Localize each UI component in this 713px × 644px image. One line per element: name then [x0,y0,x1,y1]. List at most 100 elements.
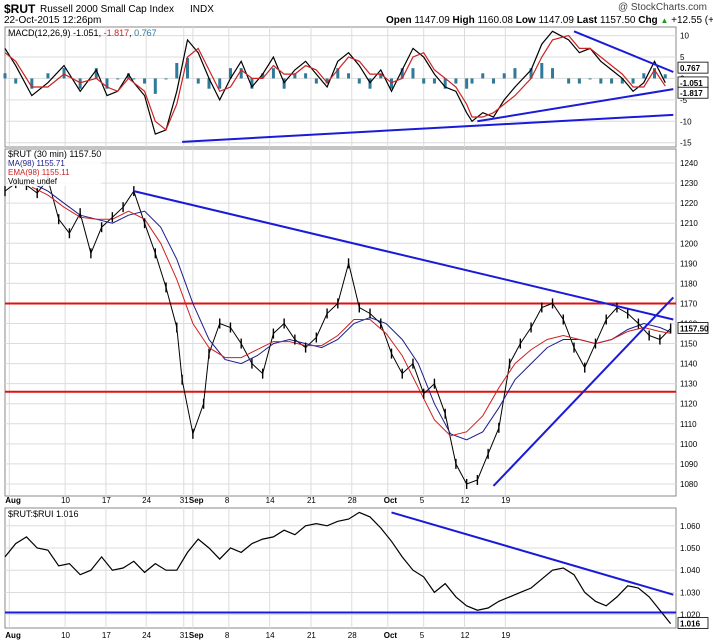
quote-line: Open 1147.09 High 1160.08 Low 1147.09 La… [386,15,713,26]
macd-histogram-bar [116,78,120,80]
macd-histogram-bar [126,73,130,79]
macd-histogram-bar [411,68,415,79]
macd-histogram-bar [588,78,592,80]
low-value: 1147.09 [538,15,574,26]
macd-value-box [677,61,709,74]
macd-histogram-bar [164,78,168,80]
macd-series-macd [4,30,666,135]
price-trendline [492,296,675,487]
price-ytick-label: 1180 [680,279,698,288]
price-series-ma-98- [31,182,671,441]
price-ytick-label: 1220 [680,199,698,208]
watermark: @ StockCharts.com [617,2,707,13]
x-axis-label: 17 [102,631,111,640]
price-ytick-label: 1120 [680,400,698,409]
macd-histogram-bar [400,68,404,79]
ratio-legend: $RUT:$RUI 1.016 [8,509,79,519]
macd-histogram-bar [336,68,340,79]
ratio-series--rut-rui [4,511,672,624]
x-axis-label: 21 [307,496,316,505]
macd-histogram-bar [513,68,517,79]
index-name: Russell 2000 Small Cap Index [40,4,174,15]
x-axis-label: Sep [189,631,204,640]
chart-header: $RUT Russell 2000 Small Cap Index INDX @… [4,2,713,26]
x-axis-label: 8 [225,631,230,640]
x-axis-label: 5 [420,496,425,505]
x-axis-label: Sep [189,496,204,505]
macd-trendline [182,113,674,143]
price-ytick-label: 1170 [680,299,698,308]
price-legend: $RUT (30 min) 1157.50 MA(98) 1155.71 EMA… [8,150,102,186]
x-axis-label: 12 [461,631,470,640]
last-value: 1157.50 [600,15,636,26]
macd-histogram-bar [3,73,7,79]
x-axis-label: 10 [61,496,70,505]
price-ytick-label: 1080 [680,480,698,489]
symbol-label: $RUT [4,2,36,16]
macd-legend-macd: -1.051 [73,28,99,38]
macd-histogram-bar [454,78,458,84]
open-label: Open [386,15,412,26]
macd-histogram-bar [502,73,506,79]
macd-legend-name: MACD(12,26,9) [8,28,71,38]
macd-histogram-bar [261,73,265,79]
macd-histogram-bar [14,78,18,84]
macd-histogram-bar [250,78,254,89]
macd-histogram-bar [207,78,211,89]
macd-histogram-bar [293,73,297,79]
price-ytick-label: 1140 [680,360,698,369]
macd-histogram-bar [325,78,329,84]
price-legend-volume: Volume undef [8,177,57,186]
ratio-trendline [391,511,674,596]
price-ytick-label: 1110 [680,420,697,429]
price-series--rut [4,177,671,485]
macd-histogram-bar [304,73,308,79]
price-panel-frame [4,148,677,497]
macd-histogram-bar [357,78,361,84]
x-axis-label: 17 [102,496,111,505]
macd-histogram-bar [470,78,474,84]
price-value-label: 1157.50 [680,325,709,334]
macd-histogram-bar [491,78,495,84]
x-axis-label: 28 [348,496,357,505]
macd-histogram-bar [78,78,82,89]
high-value: 1160.08 [477,15,513,26]
macd-value-label: -1.817 [680,89,703,98]
high-label: High [452,15,475,26]
x-axis-label: 14 [266,496,275,505]
macd-histogram-bar [567,78,571,84]
macd-histogram-bar [631,78,635,84]
ratio-value-box [677,617,709,629]
price-trendline [133,190,674,321]
x-axis-label: Oct [384,496,398,505]
chg-value: +12.55 (+1.10%) [671,15,713,26]
macd-histogram-bar [653,68,657,79]
x-axis-label: 24 [142,496,151,505]
x-axis-label: 19 [501,631,510,640]
last-label: Last [576,15,598,26]
x-axis-label: 28 [348,631,357,640]
chg-label: Chg [638,15,658,26]
macd-histogram-bar [196,78,200,84]
ratio-legend-text: $RUT:$RUI 1.016 [8,509,79,519]
macd-histogram-bar [551,68,555,79]
macd-ytick-label: -5 [680,96,688,105]
x-axis-label: 21 [307,631,316,640]
price-ytick-label: 1090 [680,460,698,469]
ratio-value-label: 1.016 [680,620,701,629]
price-series-ema-98- [31,186,671,437]
macd-value-label: 0.767 [680,64,701,73]
price-ytick-label: 1240 [680,159,698,168]
macd-histogram-bar [153,78,157,94]
x-axis-label: 8 [225,496,230,505]
x-axis-label: 19 [501,496,510,505]
price-ytick-label: 1190 [680,259,698,268]
low-label: Low [515,15,536,26]
price-ytick-label: 1100 [680,440,698,449]
macd-ytick-label: 10 [680,32,689,41]
macd-legend-signal: -1.817 [103,28,130,38]
macd-histogram-bar [228,68,232,79]
macd-ytick-label: -10 [680,117,692,126]
